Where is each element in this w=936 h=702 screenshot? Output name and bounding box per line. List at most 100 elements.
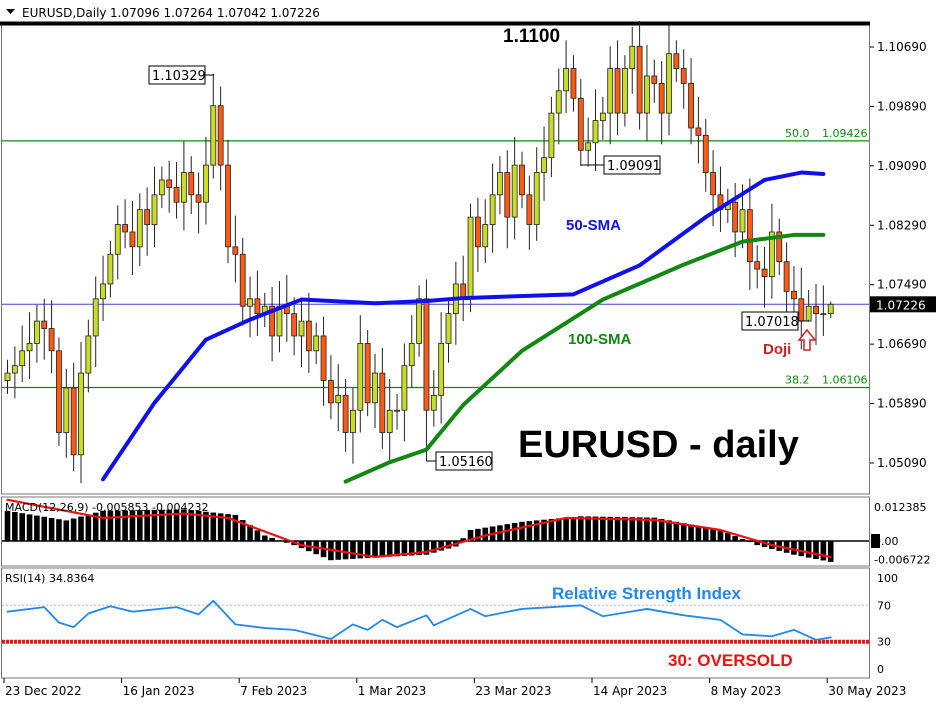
symbol-timeframe: EURUSD,Daily [22,6,107,20]
y-tick-label: 1.05890 [877,397,927,411]
bull-candle-body [467,216,474,300]
bear-candle-body [658,82,665,114]
candle [394,393,400,430]
candle [34,304,40,363]
candle [136,193,143,267]
bull-candle-body [599,112,606,121]
fib-price-label: 1.06106 [822,373,868,386]
x-tick-label: 16 Jan 2023 [123,684,195,698]
macd-histogram-bar [813,541,819,560]
macd-histogram-bar [357,541,364,559]
candle [70,362,77,472]
candle [320,316,327,406]
macd-histogram-bar [702,527,709,541]
candle [761,246,768,308]
bull-candle-body [158,179,165,196]
dropdown-arrow-icon[interactable] [6,9,15,14]
candle [702,119,709,192]
bear-candle-body [688,82,694,129]
candle [533,147,540,241]
candle [644,44,650,142]
macd-histogram-bar [114,510,121,541]
bear-candle-body [129,231,136,248]
bull-candle-body [180,172,187,203]
rsi-line [6,599,832,641]
bear-candle-body [746,209,753,263]
macd-y-tick-label: 0.00 [874,535,899,548]
macd-histogram-bar [159,509,165,541]
macd-histogram-bar [622,517,628,541]
bull-candle-body [592,120,599,144]
macd-histogram-bar [19,513,25,541]
candle [607,46,614,145]
macd-histogram-bar [364,541,371,558]
candle [548,96,555,177]
macd-histogram-bar [644,517,650,541]
x-tick-label: 23 Mar 2023 [475,684,551,698]
bull-candle-body [408,342,415,367]
macd-histogram-bar [570,516,577,541]
macd-histogram-bar [386,541,393,557]
bull-candle-body [401,365,408,411]
macd-histogram-bar [107,510,114,541]
bear-candle-body [122,224,128,233]
macd-histogram-bar [4,510,11,541]
macd-histogram-bar [372,541,378,558]
bear-candle-body [651,75,658,84]
bull-candle-body [607,68,614,114]
bear-candle-body [41,320,48,329]
candle [776,218,783,276]
macd-histogram-bar [585,516,591,541]
bear-candle-body [48,328,55,352]
macd-histogram-bar [203,511,209,541]
candle [217,86,224,191]
macd-histogram-bar [26,514,33,541]
macd-histogram-bar [394,541,400,557]
macd-histogram-bar [431,541,437,553]
macd-histogram-bar [41,516,48,541]
candle [585,117,592,167]
bear-candle-body [379,372,386,433]
sma50-label: 50-SMA [566,217,621,234]
macd-histogram-bar [379,541,386,558]
macd-histogram-bar [798,541,805,557]
bull-candle-body [489,194,496,225]
bull-candle-body [629,45,636,69]
candle [11,346,18,399]
price-callout-label: 1.07018 [745,315,799,330]
macd-histogram-bar [217,513,224,541]
macd-histogram-bar [732,536,738,541]
y-tick-label: 1.09090 [877,159,927,173]
rsi-y-tick-label: 30 [877,636,891,649]
bear-candle-body [166,179,173,188]
y-tick-label: 1.09890 [877,99,927,113]
bear-candle-body [504,172,511,218]
candle [504,150,511,249]
candle [100,255,106,322]
bull-candle-body [827,303,834,315]
candle [350,387,356,464]
bear-candle-body [239,253,246,307]
candle [666,25,672,136]
macd-histogram-bar [92,512,99,541]
macd-histogram-bar [122,510,128,541]
bull-candle-body [100,283,106,300]
current-price-box [870,296,936,313]
candle [379,347,386,449]
macd-histogram-bar [739,539,746,541]
candle [239,237,246,326]
macd-histogram-bar [254,530,261,541]
bear-candle-body [225,164,231,248]
doji-label: Doji [763,341,791,358]
up-arrow-icon [797,328,817,351]
macd-histogram-bar [563,517,569,541]
candle [813,283,819,345]
bull-candle-body [26,342,33,352]
bull-candle-body [416,298,423,344]
candle [577,78,584,166]
macd-histogram-bar [747,541,753,543]
candle [408,315,415,388]
x-tick-label: 1 Mar 2023 [358,684,426,698]
macd-histogram-bar [673,521,680,541]
candle [754,245,761,289]
